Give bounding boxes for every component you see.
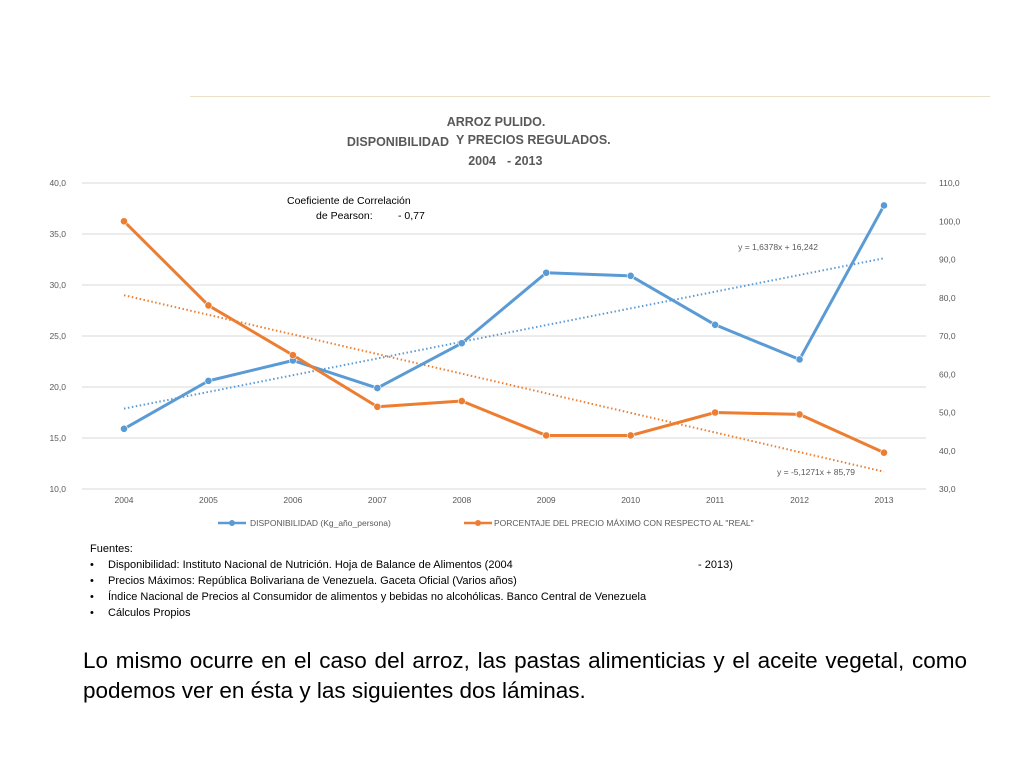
- x-tick-label: 2013: [875, 495, 894, 505]
- pearson-annotation: Coeficiente de Correlación de Pearson: -…: [287, 195, 425, 222]
- data-point-porcentaje: [795, 410, 804, 419]
- data-point-disponibilidad: [626, 271, 635, 280]
- data-point-porcentaje: [288, 351, 297, 360]
- data-point-disponibilidad: [373, 384, 382, 392]
- source-item: • Disponibilidad: Instituto Nacional de …: [90, 557, 733, 573]
- y-right-tick-label: 70,0: [939, 331, 956, 341]
- y-right-tick-label: 50,0: [939, 408, 956, 418]
- data-point-porcentaje: [204, 301, 213, 310]
- data-point-porcentaje: [711, 408, 720, 417]
- y-left-tick-label: 40,0: [49, 178, 66, 188]
- legend: DISPONIBILIDAD (Kg_año_persona) PORCENTA…: [218, 518, 754, 528]
- y-left-tick-label: 15,0: [49, 433, 66, 443]
- data-point-disponibilidad: [120, 424, 128, 433]
- source-item-tail: - 2013): [698, 559, 733, 571]
- bullet: •: [90, 607, 94, 619]
- source-item-text: Índice Nacional de Precios al Consumidor…: [108, 591, 647, 603]
- data-point-disponibilidad: [204, 376, 213, 385]
- title-line-3a: 2004: [468, 154, 496, 168]
- x-tick-label: 2010: [621, 495, 640, 505]
- legend-marker-porcentaje: [475, 520, 481, 526]
- legend-marker-disponibilidad: [229, 520, 235, 526]
- chart-title: ARROZ PULIDO. DISPONIBILIDAD Y PRECIOS R…: [347, 115, 611, 168]
- sources-heading-row: Fuentes:: [90, 541, 133, 557]
- trendlines: [123, 257, 885, 473]
- pearson-line-2-value: - 0,77: [398, 210, 425, 222]
- data-point-porcentaje: [120, 217, 128, 226]
- series-line-porcentaje: [122, 220, 885, 455]
- data-point-porcentaje: [457, 397, 466, 405]
- source-item-text: Cálculos Propios: [108, 607, 191, 619]
- y-left-tick-label: 25,0: [49, 331, 66, 341]
- y-axis-left: 10,0 15,0 20,0 25,0 30,0 35,0 40,0: [49, 178, 66, 494]
- trend-label-porcentaje: y = -5,1271x + 85,79: [777, 467, 855, 477]
- title-line-1: ARROZ PULIDO.: [447, 115, 546, 129]
- y-right-tick-label: 80,0: [939, 293, 956, 303]
- data-point-porcentaje: [626, 431, 635, 440]
- y-left-tick-label: 10,0: [49, 484, 66, 494]
- y-right-tick-label: 60,0: [939, 369, 956, 379]
- x-tick-label: 2011: [706, 495, 725, 505]
- x-tick-label: 2004: [115, 495, 134, 505]
- rice-chart: ARROZ PULIDO. DISPONIBILIDAD Y PRECIOS R…: [49, 115, 961, 528]
- y-right-tick-label: 90,0: [939, 255, 956, 265]
- pearson-line-2-label: de Pearson:: [316, 210, 373, 222]
- title-line-3b: - 2013: [507, 154, 542, 168]
- data-point-porcentaje: [542, 431, 551, 440]
- trendline-disponibilidad: [123, 257, 885, 410]
- x-axis: 2004 2005 2006 2007 2008 2009 2010 2011 2012 2013: [115, 495, 894, 505]
- y-left-tick-label: 35,0: [49, 229, 66, 239]
- title-line-2a: DISPONIBILIDAD: [347, 135, 449, 149]
- source-item-text: Precios Máximos: República Bolivariana d…: [108, 575, 517, 587]
- data-point-porcentaje: [373, 402, 382, 411]
- legend-label-disponibilidad: DISPONIBILIDAD (Kg_año_persona): [250, 518, 391, 528]
- y-left-tick-label: 30,0: [49, 280, 66, 290]
- data-point-disponibilidad: [795, 355, 804, 364]
- x-tick-label: 2012: [790, 495, 809, 505]
- x-tick-label: 2006: [283, 495, 302, 505]
- source-item-text: Disponibilidad: Instituto Nacional de Nu…: [108, 559, 513, 571]
- slide-caption: Lo mismo ocurre en el caso del arroz, la…: [83, 648, 967, 703]
- top-divider: [190, 96, 990, 97]
- y-right-tick-label: 100,0: [939, 216, 961, 226]
- y-left-tick-label: 20,0: [49, 382, 66, 392]
- series-line-disponibilidad: [123, 204, 886, 431]
- title-line-2b: Y PRECIOS REGULADOS.: [456, 133, 611, 147]
- data-point-disponibilidad: [542, 268, 551, 277]
- bullet: •: [90, 575, 94, 587]
- y-right-tick-label: 110,0: [939, 178, 960, 188]
- bullet: •: [90, 559, 94, 571]
- pearson-line-1: Coeficiente de Correlación: [287, 195, 411, 207]
- gridlines: [82, 182, 926, 490]
- bullet: •: [90, 591, 94, 603]
- data-point-disponibilidad: [880, 201, 888, 210]
- y-right-tick-label: 30,0: [939, 484, 956, 494]
- series-lines: [120, 201, 888, 457]
- sources-block: Fuentes: • Disponibilidad: Instituto Nac…: [90, 541, 733, 621]
- x-tick-label: 2009: [537, 495, 556, 505]
- sources-heading: Fuentes:: [90, 543, 133, 555]
- trend-label-disponibilidad: y = 1,6378x + 16,242: [738, 242, 818, 252]
- data-point-disponibilidad: [457, 339, 466, 348]
- data-point-disponibilidad: [711, 320, 720, 329]
- y-right-tick-label: 40,0: [939, 446, 956, 456]
- x-tick-label: 2008: [452, 495, 471, 505]
- source-item: • Índice Nacional de Precios al Consumid…: [90, 589, 646, 605]
- y-axis-right: 30,0 40,0 50,0 60,0 70,0 80,0 90,0 100,0 110,0: [939, 178, 961, 494]
- legend-label-porcentaje: PORCENTAJE DEL PRECIO MÁXIMO CON RESPECT…: [494, 518, 754, 528]
- x-tick-label: 2005: [199, 495, 218, 505]
- data-point-porcentaje: [880, 448, 888, 457]
- source-item: • Cálculos Propios: [90, 605, 191, 621]
- source-item: • Precios Máximos: República Bolivariana…: [90, 573, 517, 589]
- x-tick-label: 2007: [368, 495, 387, 505]
